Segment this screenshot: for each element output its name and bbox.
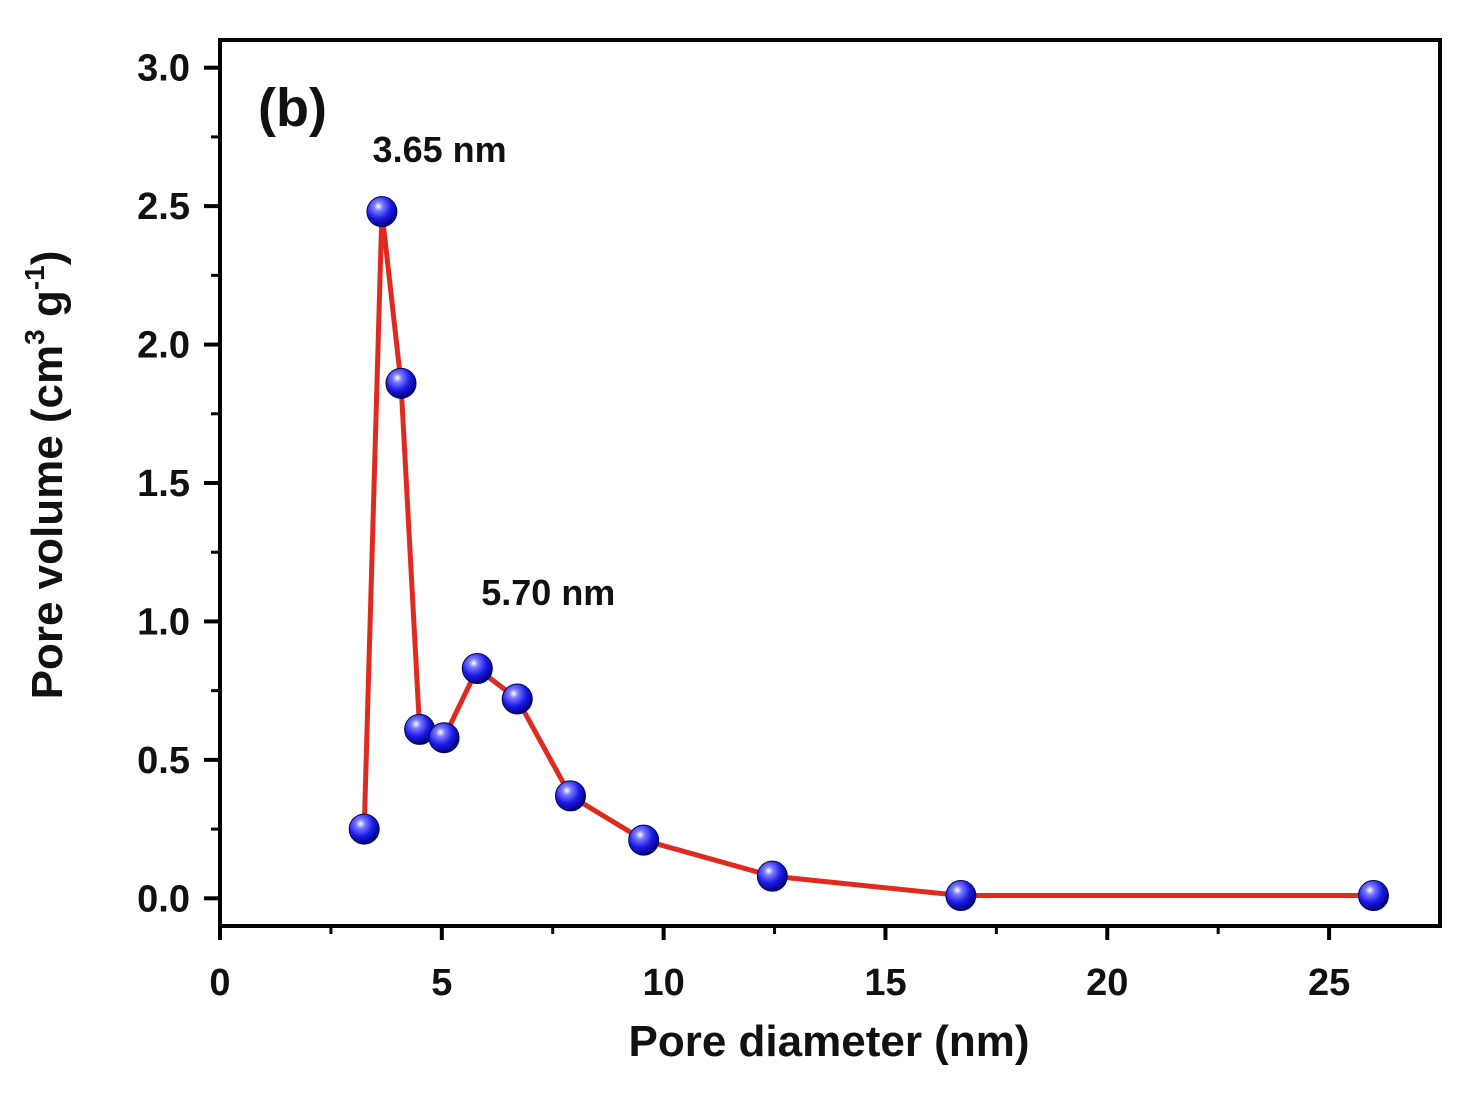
- data-point: [501, 683, 533, 715]
- y-tick-label: 3.0: [137, 48, 190, 90]
- y-tick-label: 1.0: [137, 601, 190, 643]
- y-axis-title: Pore volume (cm3 g-1): [19, 251, 72, 700]
- y-tick-label: 2.0: [137, 325, 190, 367]
- data-point: [428, 722, 460, 754]
- data-point: [366, 196, 398, 228]
- data-point: [461, 653, 493, 685]
- x-axis-title: Pore diameter (nm): [629, 1017, 1030, 1066]
- x-tick-label: 10: [642, 962, 684, 1004]
- peak-annotation: 3.65 nm: [373, 129, 507, 170]
- panel-label: (b): [258, 78, 327, 138]
- series-line: [361, 209, 1374, 899]
- data-point: [628, 824, 660, 856]
- x-tick-label: 25: [1308, 962, 1350, 1004]
- x-tick-label: 15: [864, 962, 906, 1004]
- data-point: [385, 367, 417, 399]
- data-point: [945, 880, 977, 912]
- y-tick-label: 0.5: [137, 740, 190, 782]
- data-point: [554, 780, 586, 812]
- x-tick-label: 0: [209, 962, 230, 1004]
- plot-frame: [218, 38, 1442, 928]
- data-point: [756, 860, 788, 892]
- data-point: [348, 813, 380, 845]
- y-tick-label: 1.5: [137, 463, 190, 505]
- data-point: [1357, 880, 1389, 912]
- peak-annotation: 5.70 nm: [481, 572, 615, 613]
- y-tick-label: 0.0: [137, 878, 190, 920]
- x-tick-label: 5: [431, 962, 452, 1004]
- x-tick-label: 20: [1086, 962, 1128, 1004]
- y-tick-label: 2.5: [137, 186, 190, 228]
